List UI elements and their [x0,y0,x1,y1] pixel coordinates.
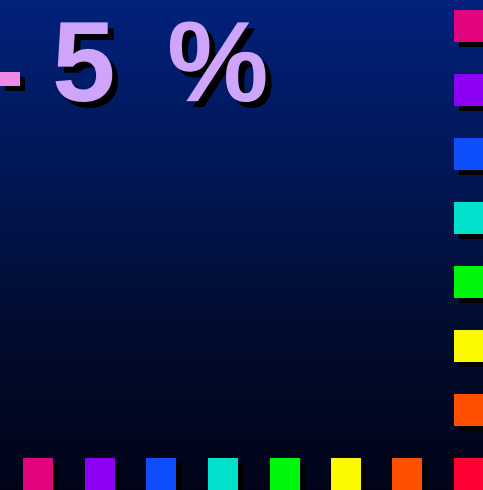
color-square [454,202,483,234]
percentage-headline: 5 % [52,0,279,126]
color-square [392,458,422,490]
color-square [454,74,483,106]
color-square [454,458,483,490]
color-square [208,458,238,490]
color-square [331,458,361,490]
dash-mark [0,72,20,86]
color-square [454,266,483,298]
color-square [270,458,300,490]
color-square [23,458,53,490]
color-square [454,330,483,362]
color-square [85,458,115,490]
color-square [454,394,483,426]
color-square [454,138,483,170]
color-square [146,458,176,490]
color-square [454,10,483,42]
